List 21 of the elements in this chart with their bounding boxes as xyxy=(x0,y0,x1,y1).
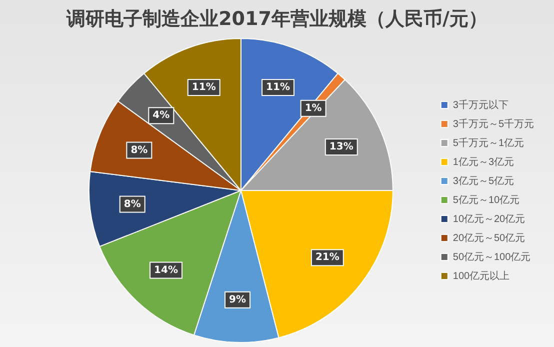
legend-label: 3千万元以下 xyxy=(452,98,508,111)
legend-label: 1亿元～3亿元 xyxy=(452,156,514,168)
data-label: 13% xyxy=(329,142,354,153)
data-label: 4% xyxy=(152,110,170,122)
data-label: 11% xyxy=(266,82,290,94)
legend-label: 5亿元～10亿元 xyxy=(452,194,520,206)
data-label: 8% xyxy=(124,198,141,210)
data-label: 1% xyxy=(304,103,322,114)
legend-label: 100亿元以上 xyxy=(452,270,510,282)
legend-label: 50亿元～100亿元 xyxy=(452,252,531,263)
legend-label: 5千万元～1亿元 xyxy=(452,136,524,149)
data-label: 21% xyxy=(315,252,340,264)
data-label: 14% xyxy=(154,264,178,276)
data-label: 11% xyxy=(192,82,216,94)
data-label: 9% xyxy=(229,294,246,306)
chart-title: 调研电子制造企业2017年营业规模（人民币/元） xyxy=(65,7,488,32)
legend-label: 3千万元～5千万元 xyxy=(452,118,534,130)
data-label: 8% xyxy=(130,144,148,156)
legend-label: 10亿元～20亿元 xyxy=(452,214,526,225)
legend-label: 3亿元～5亿元 xyxy=(452,176,514,187)
legend-label: 20亿元～50亿元 xyxy=(452,232,526,244)
